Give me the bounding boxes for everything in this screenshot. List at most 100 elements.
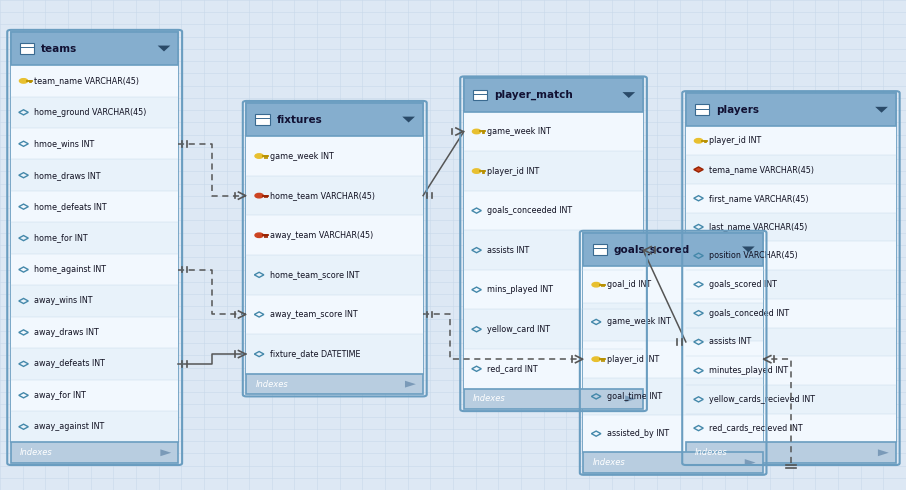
- Text: Indexes: Indexes: [593, 458, 625, 467]
- Polygon shape: [158, 46, 170, 51]
- Text: red_card INT: red_card INT: [487, 364, 538, 373]
- Bar: [255, 114, 270, 125]
- Bar: [246, 103, 423, 136]
- Text: home_ground VARCHAR(45): home_ground VARCHAR(45): [34, 108, 147, 117]
- Circle shape: [694, 139, 703, 143]
- Text: away_team_score INT: away_team_score INT: [270, 310, 358, 319]
- Text: goals_conceded INT: goals_conceded INT: [709, 309, 789, 318]
- Text: away_against INT: away_against INT: [34, 422, 105, 431]
- Text: assisted_by INT: assisted_by INT: [607, 429, 670, 438]
- Bar: [583, 233, 763, 452]
- Bar: [686, 184, 896, 213]
- Circle shape: [255, 154, 264, 158]
- Text: player_id INT: player_id INT: [709, 136, 762, 146]
- Bar: [686, 356, 896, 385]
- Bar: [11, 32, 178, 442]
- Bar: [686, 442, 896, 463]
- Text: assists INT: assists INT: [709, 338, 752, 346]
- Text: Indexes: Indexes: [473, 394, 506, 403]
- Text: players: players: [716, 105, 758, 115]
- Polygon shape: [694, 167, 703, 172]
- Bar: [583, 452, 763, 473]
- Circle shape: [472, 129, 481, 134]
- Bar: [583, 233, 763, 266]
- Polygon shape: [622, 92, 635, 98]
- Text: assists INT: assists INT: [487, 245, 530, 255]
- Bar: [246, 176, 423, 216]
- Bar: [686, 213, 896, 242]
- Text: goal_id INT: goal_id INT: [607, 280, 651, 289]
- Bar: [11, 317, 178, 348]
- Bar: [686, 126, 896, 155]
- Text: minutes_played INT: minutes_played INT: [709, 366, 788, 375]
- Text: goals_scored: goals_scored: [613, 245, 689, 254]
- Text: mins_played INT: mins_played INT: [487, 285, 554, 294]
- Bar: [11, 222, 178, 254]
- Text: player_id INT: player_id INT: [607, 355, 660, 364]
- Polygon shape: [742, 246, 755, 252]
- Text: away_wins INT: away_wins INT: [34, 296, 93, 305]
- Text: fixtures: fixtures: [276, 115, 322, 124]
- Bar: [11, 411, 178, 442]
- Text: home_team VARCHAR(45): home_team VARCHAR(45): [270, 191, 375, 200]
- Bar: [11, 128, 178, 160]
- Text: home_against INT: home_against INT: [34, 265, 106, 274]
- Bar: [20, 43, 34, 54]
- Bar: [464, 310, 643, 349]
- Bar: [583, 266, 763, 303]
- Text: game_week INT: game_week INT: [270, 151, 333, 161]
- Polygon shape: [745, 459, 756, 466]
- Bar: [686, 327, 896, 356]
- Text: player_id INT: player_id INT: [487, 167, 540, 175]
- Bar: [11, 348, 178, 380]
- Polygon shape: [160, 449, 171, 456]
- Bar: [593, 244, 607, 255]
- Bar: [464, 230, 643, 270]
- Bar: [246, 216, 423, 255]
- Bar: [246, 334, 423, 374]
- Bar: [11, 97, 178, 128]
- Bar: [11, 160, 178, 191]
- Bar: [583, 341, 763, 378]
- Bar: [464, 78, 643, 389]
- Text: tema_name VARCHAR(45): tema_name VARCHAR(45): [709, 165, 814, 174]
- Bar: [11, 32, 178, 65]
- Text: yellow_cards_recieved INT: yellow_cards_recieved INT: [709, 395, 815, 404]
- Polygon shape: [625, 395, 636, 402]
- Circle shape: [592, 357, 601, 362]
- Circle shape: [255, 233, 264, 238]
- Text: Indexes: Indexes: [695, 448, 728, 457]
- Text: away_defeats INT: away_defeats INT: [34, 359, 105, 368]
- Polygon shape: [405, 381, 416, 388]
- Bar: [686, 93, 896, 442]
- Text: away_team VARCHAR(45): away_team VARCHAR(45): [270, 231, 373, 240]
- Text: red_cards_recieved INT: red_cards_recieved INT: [709, 423, 803, 433]
- Bar: [464, 389, 643, 409]
- Bar: [464, 349, 643, 389]
- Circle shape: [472, 169, 481, 173]
- Bar: [11, 254, 178, 285]
- Bar: [11, 380, 178, 411]
- Bar: [686, 270, 896, 299]
- Polygon shape: [878, 449, 889, 456]
- Bar: [11, 442, 178, 463]
- Text: Indexes: Indexes: [20, 448, 53, 457]
- Text: hmoe_wins INT: hmoe_wins INT: [34, 139, 95, 148]
- Text: away_draws INT: away_draws INT: [34, 328, 99, 337]
- Circle shape: [592, 282, 601, 287]
- Text: fixture_date DATETIME: fixture_date DATETIME: [270, 349, 361, 359]
- Bar: [686, 414, 896, 442]
- Text: Indexes: Indexes: [255, 380, 288, 389]
- Bar: [246, 374, 423, 394]
- Text: teams: teams: [41, 44, 77, 53]
- Bar: [246, 136, 423, 176]
- Text: yellow_card INT: yellow_card INT: [487, 325, 551, 334]
- Bar: [686, 155, 896, 184]
- Text: goal_time INT: goal_time INT: [607, 392, 662, 401]
- Bar: [246, 294, 423, 334]
- Bar: [686, 242, 896, 270]
- Text: game_week INT: game_week INT: [487, 127, 551, 136]
- Bar: [686, 299, 896, 327]
- Bar: [464, 78, 643, 112]
- Bar: [246, 255, 423, 294]
